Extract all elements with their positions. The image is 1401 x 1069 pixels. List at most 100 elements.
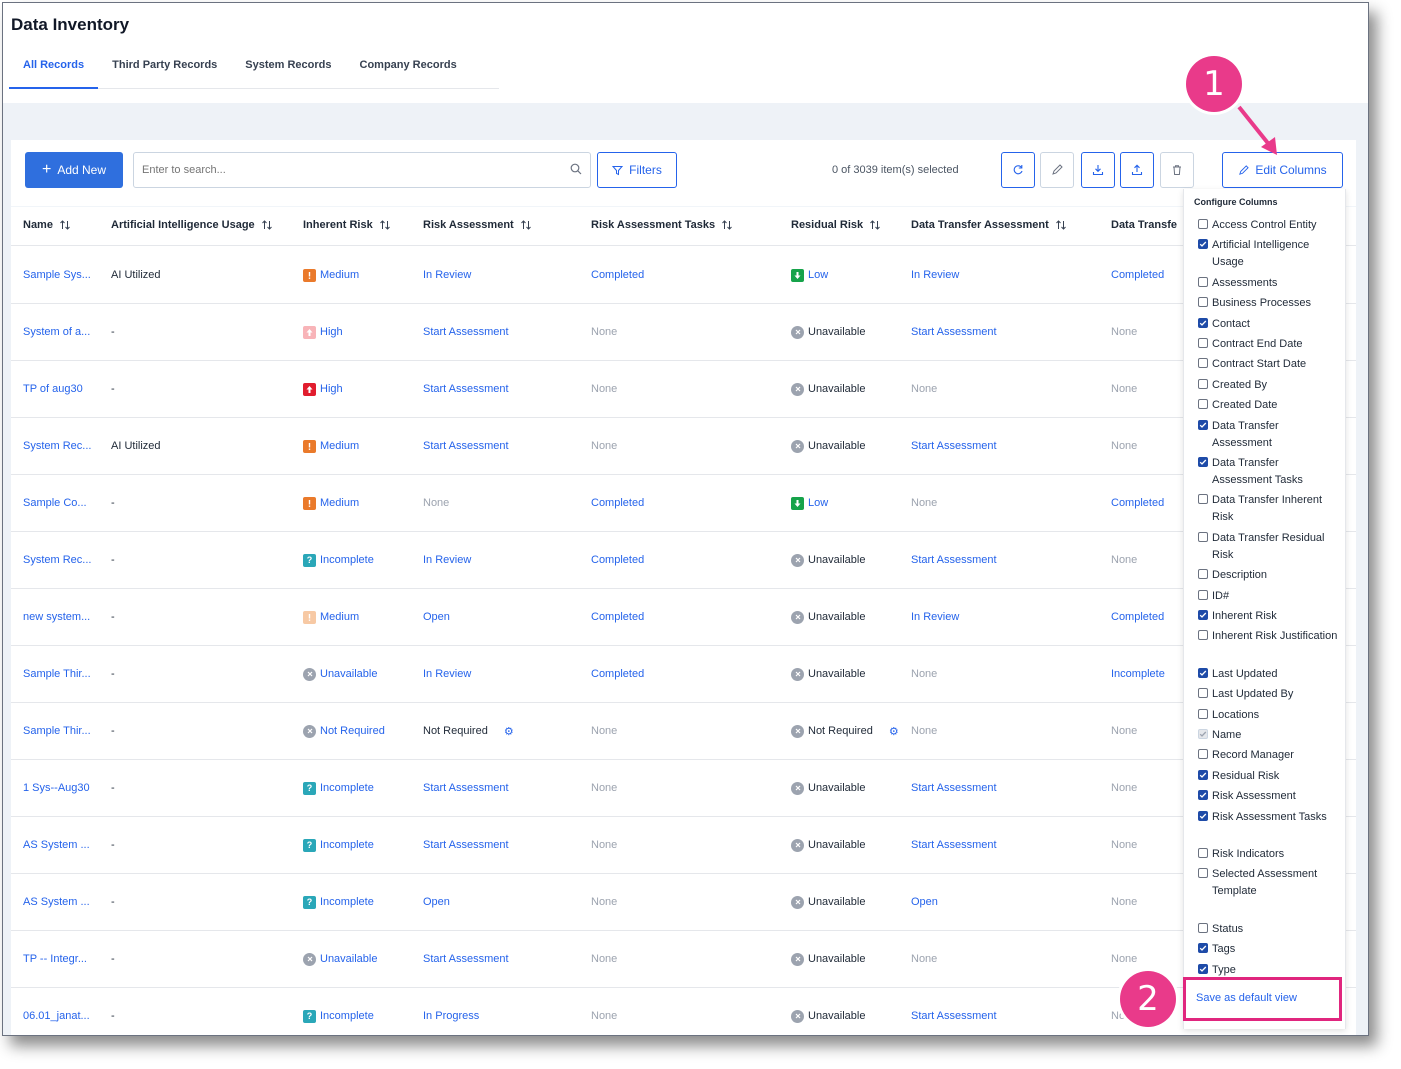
column-checkbox[interactable]: [1198, 239, 1208, 250]
column-checkbox[interactable]: [1198, 868, 1208, 879]
data-transfer-assessment-cell[interactable]: In Review: [911, 589, 1101, 645]
column-option[interactable]: Data Transfer Inherent Risk: [1198, 492, 1338, 526]
data-transfer-tasks-cell-text[interactable]: Completed: [1111, 611, 1165, 623]
data-transfer-tasks-cell[interactable]: Completed: [1111, 247, 1191, 303]
download-button[interactable]: [1081, 152, 1115, 188]
refresh-button[interactable]: [1001, 152, 1035, 188]
column-checkbox[interactable]: [1198, 358, 1208, 369]
risk-assessment-cell-text[interactable]: In Progress: [423, 1010, 480, 1022]
risk-assessment-tasks-cell[interactable]: Completed: [591, 475, 781, 531]
column-option[interactable]: Record Manager: [1198, 747, 1338, 764]
gear-icon[interactable]: ⚙: [888, 725, 899, 738]
column-option[interactable]: Data Transfer Assessment: [1198, 418, 1338, 452]
risk-assessment-tasks-cell-text[interactable]: Completed: [591, 668, 645, 680]
column-checkbox[interactable]: [1198, 531, 1208, 542]
column-option[interactable]: Type: [1198, 962, 1338, 979]
risk-assessment-cell[interactable]: Start Assessment: [423, 418, 583, 474]
data-transfer-assessment-cell-text[interactable]: Open: [911, 896, 938, 908]
record-name-link[interactable]: new system...: [23, 589, 103, 645]
sort-icon[interactable]: [261, 219, 273, 231]
tab-third-party-records[interactable]: Third Party Records: [112, 59, 218, 71]
risk-assessment-cell[interactable]: In Review: [423, 646, 583, 702]
data-transfer-tasks-cell-text[interactable]: Completed: [1111, 269, 1165, 281]
record-name-link-text[interactable]: new system...: [23, 611, 91, 623]
column-header[interactable]: Risk Assessment: [423, 219, 532, 231]
column-checkbox[interactable]: [1198, 338, 1208, 348]
table-row[interactable]: new system... - Medium Open Completed Unavail…: [11, 589, 1356, 646]
column-option[interactable]: Access Control Entity: [1198, 217, 1338, 234]
record-name-link-text[interactable]: 1 Sys--Aug30: [23, 782, 90, 794]
data-transfer-assessment-cell[interactable]: Start Assessment: [911, 304, 1101, 360]
sort-icon[interactable]: [520, 219, 532, 231]
data-transfer-assessment-cell[interactable]: Start Assessment: [911, 760, 1101, 816]
risk-assessment-cell-text[interactable]: Start Assessment: [423, 383, 509, 395]
record-name-link[interactable]: TP of aug30: [23, 361, 103, 417]
column-checkbox[interactable]: [1198, 589, 1208, 600]
column-checkbox[interactable]: [1198, 569, 1208, 580]
risk-assessment-tasks-cell[interactable]: Completed: [591, 532, 781, 588]
column-option[interactable]: Risk Assessment: [1198, 788, 1338, 805]
record-name-link[interactable]: System of a...: [23, 304, 103, 360]
column-checkbox[interactable]: [1198, 297, 1208, 308]
sort-icon[interactable]: [721, 219, 733, 231]
risk-assessment-cell-text[interactable]: Start Assessment: [423, 782, 509, 794]
record-name-link-text[interactable]: Sample Thir...: [23, 725, 91, 737]
data-transfer-assessment-cell[interactable]: Start Assessment: [911, 532, 1101, 588]
column-option[interactable]: ID#: [1198, 588, 1338, 605]
column-header[interactable]: Residual Risk: [791, 219, 881, 231]
column-checkbox[interactable]: [1198, 457, 1208, 467]
data-transfer-tasks-cell[interactable]: Completed: [1111, 589, 1191, 645]
column-checkbox[interactable]: [1198, 963, 1208, 974]
record-name-link-text[interactable]: System of a...: [23, 326, 91, 338]
column-checkbox[interactable]: [1198, 943, 1208, 954]
risk-assessment-cell-text[interactable]: Start Assessment: [423, 326, 509, 338]
risk-assessment-tasks-cell[interactable]: Completed: [591, 247, 781, 303]
table-row[interactable]: Sample Thir... - Not Required Not Required ⚙…: [11, 703, 1356, 760]
data-transfer-tasks-cell[interactable]: Incomplete: [1111, 646, 1191, 702]
column-checkbox[interactable]: [1198, 749, 1208, 760]
record-name-link[interactable]: Sample Thir...: [23, 703, 103, 759]
column-option[interactable]: Risk Assessment Tasks: [1198, 809, 1338, 826]
record-name-link-text[interactable]: System Rec...: [23, 554, 92, 566]
column-checkbox[interactable]: [1198, 317, 1208, 328]
record-name-link-text[interactable]: Sample Sys...: [23, 269, 91, 281]
risk-assessment-cell[interactable]: Start Assessment: [423, 304, 583, 360]
risk-assessment-cell-text[interactable]: In Review: [423, 554, 472, 566]
data-transfer-assessment-cell-text[interactable]: Start Assessment: [911, 326, 997, 338]
upload-button[interactable]: [1120, 152, 1154, 188]
column-checkbox[interactable]: [1198, 790, 1208, 801]
table-row[interactable]: Sample Sys... AI Utilized Medium In Review C…: [11, 247, 1356, 304]
column-option[interactable]: Data Transfer Residual Risk: [1198, 530, 1338, 564]
column-checkbox[interactable]: [1198, 810, 1208, 821]
tab-company-records[interactable]: Company Records: [359, 59, 457, 71]
data-transfer-assessment-cell-text[interactable]: Start Assessment: [911, 1010, 997, 1022]
column-option[interactable]: Artificial Intelligence Usage: [1198, 237, 1338, 271]
data-transfer-assessment-cell[interactable]: In Review: [911, 247, 1101, 303]
column-option[interactable]: Status: [1198, 921, 1338, 938]
data-transfer-assessment-cell-text[interactable]: In Review: [911, 611, 960, 623]
tab-all-records[interactable]: All Records: [9, 51, 99, 89]
search-icon[interactable]: [570, 163, 582, 175]
column-checkbox[interactable]: [1198, 610, 1208, 620]
record-name-link-text[interactable]: System Rec...: [23, 440, 92, 452]
column-header[interactable]: Name: [23, 219, 71, 231]
add-new-button[interactable]: + Add New: [25, 152, 123, 188]
data-transfer-assessment-cell-text[interactable]: In Review: [911, 269, 960, 281]
column-option[interactable]: Risk Indicators: [1198, 846, 1338, 863]
column-option[interactable]: Locations: [1198, 707, 1338, 724]
column-option[interactable]: Tags: [1198, 941, 1338, 958]
risk-assessment-cell[interactable]: Start Assessment: [423, 760, 583, 816]
risk-assessment-cell-text[interactable]: In Review: [423, 269, 472, 281]
tab-system-records[interactable]: System Records: [245, 59, 332, 71]
column-checkbox[interactable]: [1198, 688, 1208, 699]
record-name-link-text[interactable]: TP of aug30: [23, 383, 83, 395]
column-checkbox[interactable]: [1198, 219, 1208, 229]
data-transfer-assessment-cell-text[interactable]: Start Assessment: [911, 440, 997, 452]
column-checkbox[interactable]: [1198, 922, 1208, 933]
table-row[interactable]: 1 Sys--Aug30 -? Incomplete Start Assessment…: [11, 760, 1356, 817]
save-default-view-button[interactable]: Save as default view: [1183, 977, 1342, 1021]
risk-assessment-cell[interactable]: Start Assessment: [423, 361, 583, 417]
record-name-link[interactable]: 1 Sys--Aug30: [23, 760, 103, 816]
column-checkbox[interactable]: [1198, 399, 1208, 410]
column-checkbox[interactable]: [1198, 276, 1208, 287]
